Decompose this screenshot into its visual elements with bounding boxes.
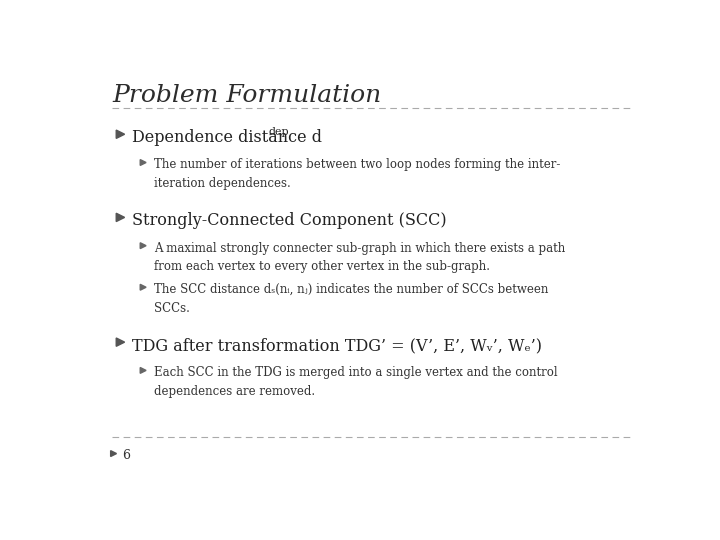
Polygon shape xyxy=(116,338,125,346)
Polygon shape xyxy=(140,368,146,373)
Polygon shape xyxy=(116,130,125,138)
Text: dep: dep xyxy=(269,127,289,137)
Polygon shape xyxy=(140,160,146,165)
Polygon shape xyxy=(111,451,117,456)
Text: Strongly-Connected Component (SCC): Strongly-Connected Component (SCC) xyxy=(132,212,446,230)
Text: TDG after transformation TDG’ = (V’, E’, Wᵥ’, Wₑ’): TDG after transformation TDG’ = (V’, E’,… xyxy=(132,337,542,354)
Polygon shape xyxy=(140,285,146,290)
Polygon shape xyxy=(116,213,125,221)
Polygon shape xyxy=(140,243,146,248)
Text: The SCC distance dₛ(nᵢ, nⱼ) indicates the number of SCCs between
SCCs.: The SCC distance dₛ(nᵢ, nⱼ) indicates th… xyxy=(154,283,549,315)
Text: The number of iterations between two loop nodes forming the inter-
iteration dep: The number of iterations between two loo… xyxy=(154,158,561,190)
Text: Dependence distance d: Dependence distance d xyxy=(132,129,322,146)
Text: Problem Formulation: Problem Formulation xyxy=(112,84,382,106)
Text: Each SCC in the TDG is merged into a single vertex and the control
dependences a: Each SCC in the TDG is merged into a sin… xyxy=(154,366,558,398)
Text: 6: 6 xyxy=(122,449,130,462)
Text: A maximal strongly connecter sub-graph in which there exists a path
from each ve: A maximal strongly connecter sub-graph i… xyxy=(154,241,565,273)
